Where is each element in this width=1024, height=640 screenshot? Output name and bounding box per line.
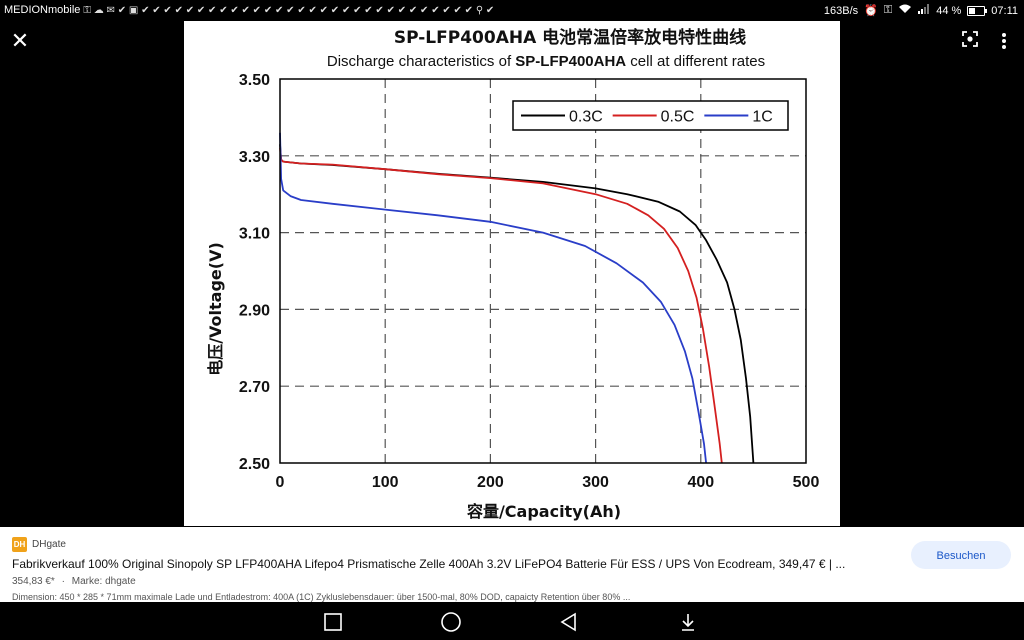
circle-home-icon[interactable] xyxy=(440,611,462,633)
source-logo: DH xyxy=(12,537,27,552)
carrier-name: MEDIONmobile xyxy=(4,4,81,16)
x-tick-label: 0 xyxy=(276,474,285,491)
download-icon[interactable] xyxy=(677,611,699,633)
product-title[interactable]: Fabrikverkauf 100% Original Sinopoly SP … xyxy=(12,557,846,571)
grid-lines xyxy=(280,79,806,463)
net-speed: 163B/s xyxy=(823,4,859,17)
y-axis-label: 电压/Voltage(V) xyxy=(206,242,225,376)
result-info-card[interactable]: DH DHgate Fabrikverkauf 100% Original Si… xyxy=(0,527,1024,602)
source-row[interactable]: DH DHgate xyxy=(12,537,66,552)
key-icon: ⚿ xyxy=(883,4,893,16)
chart-legend: 0.3C 0.5C 1C xyxy=(512,100,789,131)
x-tick-label: 300 xyxy=(582,474,609,491)
chart-title: SP-LFP400AHA 电池常温倍率放电特性曲线 xyxy=(394,27,746,48)
price: 354,83 €* xyxy=(12,576,55,587)
legend-label: 0.3C xyxy=(569,109,603,126)
subtitle-bold: SP-LFP400AHA xyxy=(515,53,626,70)
status-bar: MEDIONmobile ⚿ ☁ ✉ ✔ ▣ ✔ ✔ ✔ ✔ ✔ ✔ ✔ ✔ ✔… xyxy=(0,0,1024,22)
battery-percent: 44 % xyxy=(936,4,962,17)
x-axis-label: 容量/Capacity(Ah) xyxy=(466,502,621,521)
y-tick-label: 2.50 xyxy=(239,456,270,473)
navigation-bar xyxy=(0,602,1024,640)
tick-labels: 0 100 200 300 400 500 3.50 3.30 3.10 2.90 2.70 2.50 xyxy=(239,72,820,491)
product-description: Dimension: 450 * 285 * 71mm maximale Lad… xyxy=(12,592,631,602)
close-icon[interactable]: ✕ xyxy=(10,28,30,53)
visit-button[interactable]: Besuchen xyxy=(911,541,1011,569)
y-tick-label: 2.70 xyxy=(239,379,270,396)
brand: Marke: dhgate xyxy=(71,576,136,587)
x-tick-label: 100 xyxy=(372,474,399,491)
legend-label: 1C xyxy=(752,109,772,126)
y-tick-label: 3.10 xyxy=(239,226,270,243)
separator-dot: · xyxy=(61,576,65,587)
discharge-chart: SP-LFP400AHA 电池常温倍率放电特性曲线 Discharge char… xyxy=(206,27,820,521)
square-recents-icon[interactable] xyxy=(322,611,344,633)
y-tick-label: 3.30 xyxy=(239,149,270,166)
battery-icon xyxy=(967,5,988,16)
lens-icon[interactable] xyxy=(960,31,980,51)
wifi-icon xyxy=(898,4,912,17)
x-tick-label: 200 xyxy=(477,474,504,491)
legend-label: 0.5C xyxy=(661,109,695,126)
subtitle-suffix: cell at different rates xyxy=(626,53,765,70)
plot-frame xyxy=(279,78,807,464)
clock: 07:11 xyxy=(991,4,1018,17)
source-name: DHgate xyxy=(32,539,66,550)
y-tick-label: 2.90 xyxy=(239,302,270,319)
image-preview: SP-LFP400AHA 电池常温倍率放电特性曲线 Discharge char… xyxy=(184,21,840,526)
signal-icon xyxy=(918,4,930,17)
series-line-0_3C xyxy=(279,144,755,464)
more-vert-icon[interactable] xyxy=(994,31,1014,51)
series-lines xyxy=(279,132,755,464)
series-line-1C xyxy=(279,132,707,464)
subtitle-prefix: Discharge characteristics of xyxy=(327,53,515,70)
notification-icons: ⚿ ☁ ✉ ✔ ▣ ✔ ✔ ✔ ✔ ✔ ✔ ✔ ✔ ✔ ✔ ✔ ✔ ✔ ✔ ✔ … xyxy=(83,4,495,16)
chart-subtitle: Discharge characteristics of SP-LFP400AH… xyxy=(327,53,765,70)
y-tick-label: 3.50 xyxy=(239,72,270,89)
price-row: 354,83 €* · Marke: dhgate xyxy=(12,576,136,587)
series-line-0_5C xyxy=(279,148,723,464)
alarm-icon: ⏰ xyxy=(864,5,878,17)
x-tick-label: 500 xyxy=(793,474,820,491)
triangle-back-icon[interactable] xyxy=(558,611,580,633)
x-tick-label: 400 xyxy=(687,474,714,491)
